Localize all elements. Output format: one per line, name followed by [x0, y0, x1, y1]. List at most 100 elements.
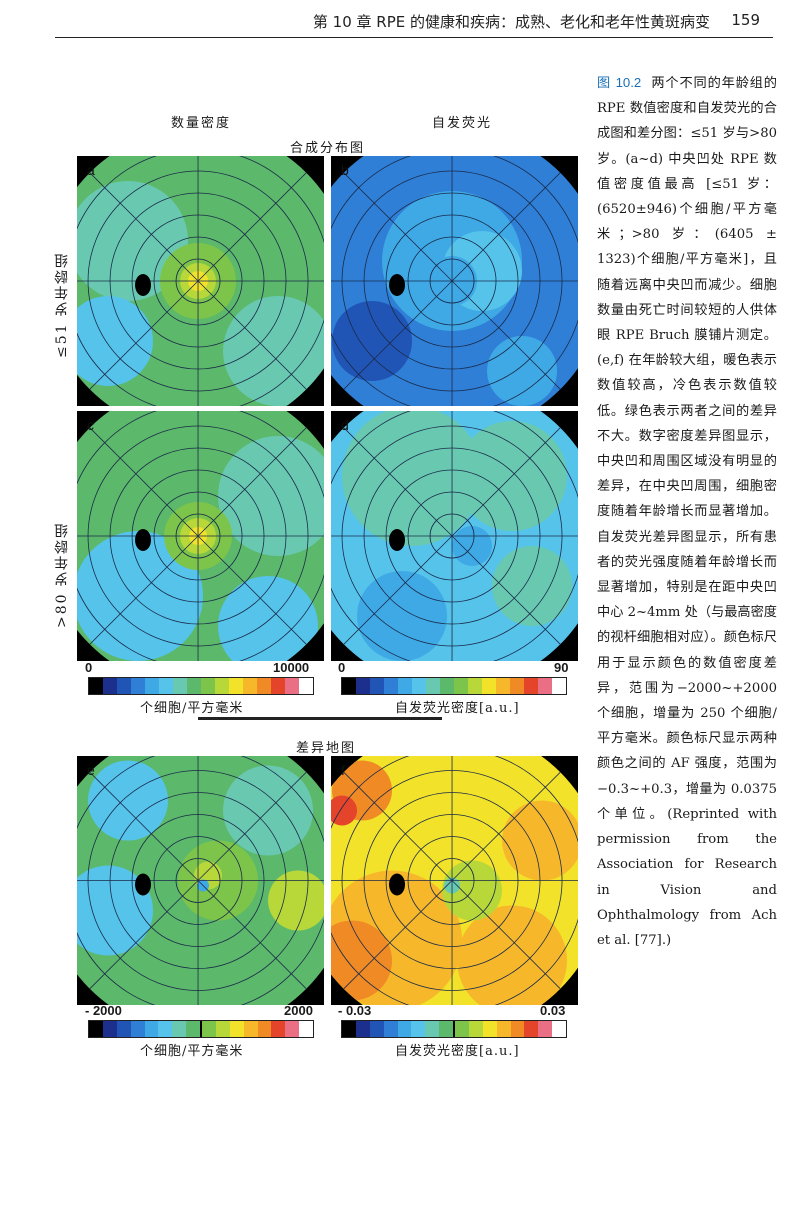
colorbar-swatch	[355, 1021, 370, 1037]
colorbar-swatch	[454, 678, 468, 694]
row-label-young: ≤51 岁年龄组	[54, 252, 70, 358]
panel-letter-b: b	[341, 162, 349, 178]
colorbar-swatch	[285, 678, 299, 694]
unit-density-diff: 个细胞/平方毫米	[140, 1044, 244, 1059]
section-label-composite: 合成分布图	[290, 141, 366, 156]
colorbar-swatch	[411, 1021, 426, 1037]
polar-map-a	[77, 156, 324, 406]
colorbar-swatch	[496, 1021, 511, 1037]
figure-caption: 图 10.2 两个不同的年龄组的 RPE 数值密度和自发荧光的合成图和差分图：≤…	[597, 70, 777, 953]
colorbar-swatch	[342, 1021, 356, 1037]
polar-map-b	[331, 156, 578, 406]
colorbar-swatch	[342, 678, 356, 694]
unit-af-diff: 自发荧光密度[a.u.]	[395, 1044, 520, 1059]
chapter-title: 第 10 章 RPE 的健康和疾病：成熟、老化和老年性黄斑病变	[312, 13, 710, 31]
colorbar-swatch	[299, 1021, 313, 1037]
row-label-old: >80 岁年龄组	[54, 522, 70, 628]
colorbar-swatch	[172, 1021, 187, 1037]
colorbar-swatch	[370, 678, 384, 694]
colorbar-swatch	[524, 678, 538, 694]
panel-letter-a: a	[87, 162, 95, 178]
panel-letter-f: f	[341, 762, 345, 778]
colorbar-swatch	[229, 678, 243, 694]
colorbar-swatch	[215, 1021, 230, 1037]
panel-f-af-diff: f	[331, 756, 578, 1005]
colorbar-swatch	[482, 678, 496, 694]
polar-map-d	[331, 411, 578, 661]
colorbar-swatch	[131, 678, 145, 694]
colorbar-density-diff	[88, 1020, 314, 1038]
colorbar-swatch	[243, 1021, 258, 1037]
colorbar-swatch	[200, 1021, 216, 1037]
header-rule	[55, 37, 773, 38]
colorbar-swatch	[299, 678, 313, 694]
colorbar-swatch	[440, 678, 454, 694]
colorbar-swatch	[89, 1021, 103, 1037]
unit-af: 自发荧光密度[a.u.]	[395, 701, 520, 716]
scale-af-min: 0	[338, 660, 346, 675]
colorbar-swatch	[187, 678, 201, 694]
colorbar-swatch	[271, 678, 285, 694]
colorbar-swatch	[186, 1021, 200, 1037]
colorbar-swatch	[369, 1021, 384, 1037]
colorbar-af	[341, 677, 567, 695]
colorbar-swatch	[439, 1021, 453, 1037]
scale-density-diff-min: - 2000	[85, 1003, 122, 1018]
panel-letter-d: d	[341, 417, 349, 433]
colorbar-swatch	[510, 1021, 525, 1037]
colorbar-swatch	[130, 1021, 145, 1037]
unit-density: 个细胞/平方毫米	[140, 701, 244, 716]
colorbar-swatch	[538, 678, 552, 694]
scale-af-diff-min: - 0.03	[338, 1003, 372, 1018]
colorbar-swatch	[271, 1021, 286, 1037]
colorbar-swatch	[159, 678, 173, 694]
section-label-difference: 差异地图	[296, 741, 357, 756]
colorbar-swatch	[102, 1021, 117, 1037]
colorbar-swatch	[426, 678, 440, 694]
caption-text: 两个不同的年龄组的 RPE 数值密度和自发荧光的合成图和差分图：≤51 岁与>8…	[597, 76, 777, 948]
colorbar-swatch	[145, 678, 159, 694]
colorbar-swatch	[229, 1021, 244, 1037]
scale-density-diff-max: 2000	[284, 1003, 313, 1018]
colorbar-swatch	[117, 678, 131, 694]
colorbar-swatch	[89, 678, 103, 694]
colorbar-swatch	[496, 678, 510, 694]
panel-b-af-young: b	[331, 156, 578, 406]
colorbar-swatch	[524, 1021, 539, 1037]
colorbar-swatch	[158, 1021, 173, 1037]
running-header: 第 10 章 RPE 的健康和疾病：成熟、老化和老年性黄斑病变 159	[0, 0, 800, 40]
colorbar-swatch	[552, 1021, 566, 1037]
figure-label: 图 10.2	[597, 75, 642, 90]
colorbar-swatch	[398, 678, 412, 694]
page-number: 159	[731, 11, 760, 29]
colorbar-swatch	[468, 1021, 483, 1037]
colorbar-swatch	[552, 678, 566, 694]
colorbar-density	[88, 677, 314, 695]
section-separator	[198, 717, 442, 720]
panel-c-density-old: c	[77, 411, 324, 661]
polar-map-e	[77, 756, 324, 1005]
colorbar-swatch	[397, 1021, 412, 1037]
colorbar-swatch	[453, 1021, 469, 1037]
polar-map-f	[331, 756, 578, 1005]
scale-density-max: 10000	[273, 660, 310, 675]
colorbar-swatch	[412, 678, 426, 694]
polar-map-c	[77, 411, 324, 661]
scale-density-min: 0	[85, 660, 93, 675]
panel-d-af-old: d	[331, 411, 578, 661]
colorbar-swatch	[383, 1021, 398, 1037]
colorbar-swatch	[285, 1021, 300, 1037]
scale-af-diff-max: 0.03	[540, 1003, 566, 1018]
colorbar-swatch	[257, 678, 271, 694]
panel-a-density-young: a	[77, 156, 324, 406]
colorbar-swatch	[510, 678, 524, 694]
colorbar-af-diff	[341, 1020, 567, 1038]
panel-letter-c: c	[87, 417, 94, 433]
colorbar-swatch	[215, 678, 229, 694]
colorbar-swatch	[103, 678, 117, 694]
panel-letter-e: e	[87, 762, 95, 778]
col-label-af: 自发荧光	[432, 116, 493, 131]
col-label-density: 数量密度	[171, 116, 232, 131]
colorbar-swatch	[201, 678, 215, 694]
colorbar-swatch	[144, 1021, 159, 1037]
